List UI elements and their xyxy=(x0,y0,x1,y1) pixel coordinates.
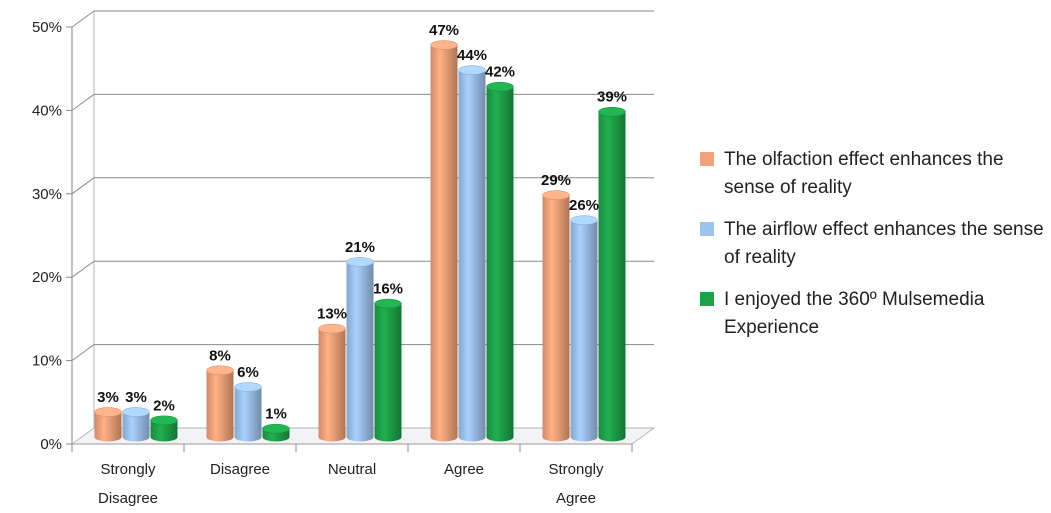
bar xyxy=(598,106,626,442)
x-category-label: Disagree xyxy=(210,461,270,478)
x-category-label: Disagree xyxy=(98,490,158,507)
bar-top xyxy=(598,106,626,117)
y-tick-label: 10% xyxy=(32,353,62,370)
bar-body xyxy=(542,195,570,442)
bar-top xyxy=(318,323,346,334)
bar-top xyxy=(234,382,262,392)
axis-layer: 0% 10% 20% 30% 40% 50% Strongly Disagree Disagre… xyxy=(32,19,633,507)
bar-top xyxy=(262,423,290,434)
data-label: 16% xyxy=(373,281,403,298)
x-category-label: Strongly xyxy=(100,461,156,478)
bar xyxy=(346,257,374,442)
bar-body xyxy=(346,261,374,442)
bar-top xyxy=(486,81,514,92)
gridline xyxy=(71,10,654,28)
bar-top xyxy=(122,407,150,417)
bar xyxy=(234,382,262,442)
bar-body xyxy=(94,411,122,442)
bar-body xyxy=(206,370,234,442)
legend-item-olfaction: The olfaction effect enhances the sense … xyxy=(700,146,1045,202)
legend-item-enjoyed: I enjoyed the 360º Mulsemedia Experience xyxy=(700,286,1045,342)
bar-chart: 0% 10% 20% 30% 40% 50% Strongly Disagree Disagre… xyxy=(32,10,656,507)
x-category-label: Agree xyxy=(444,461,484,478)
legend-label-enjoyed: I enjoyed the 360º Mulsemedia Experience xyxy=(724,289,985,338)
bar-body xyxy=(374,303,402,442)
data-label: 3% xyxy=(125,389,147,406)
legend-label-airflow: The airflow effect enhances the sense of… xyxy=(724,219,1044,268)
data-label: 21% xyxy=(345,239,375,256)
y-tick-label: 40% xyxy=(32,102,62,119)
bar xyxy=(318,323,346,442)
bar-body xyxy=(458,70,486,442)
x-category-label: Agree xyxy=(556,490,596,507)
data-label: 29% xyxy=(541,172,571,189)
bar-top xyxy=(150,415,178,426)
bar-top xyxy=(430,40,458,50)
gridline xyxy=(71,93,654,111)
legend-swatch-enjoyed xyxy=(700,292,714,306)
data-label: 42% xyxy=(485,64,515,81)
data-label: 8% xyxy=(209,347,231,364)
bar-body xyxy=(430,45,458,442)
bar-top xyxy=(570,215,598,225)
bar xyxy=(570,215,598,442)
bar-top xyxy=(94,407,122,417)
bar xyxy=(206,365,234,442)
y-tick-label: 0% xyxy=(40,436,62,453)
bar-top xyxy=(206,365,234,376)
bar-body xyxy=(122,411,150,442)
legend-item-airflow: The airflow effect enhances the sense of… xyxy=(700,216,1045,272)
data-label: 26% xyxy=(569,197,599,214)
bar-top xyxy=(542,190,570,200)
label-layer: 3% 3% 2% 8% 6% 1% 13% 21% 16% 47% 44%42% 29% 26% 39% xyxy=(97,22,627,423)
data-label: 1% xyxy=(265,406,287,423)
data-label: 47% xyxy=(429,22,459,39)
data-label: 39% xyxy=(597,89,627,106)
bar-top xyxy=(374,298,402,309)
bar xyxy=(458,65,486,442)
bar-body xyxy=(598,111,626,442)
bar-body xyxy=(570,220,598,442)
legend-swatch-airflow xyxy=(700,222,714,236)
data-label: 3% xyxy=(97,389,119,406)
bar xyxy=(94,407,122,442)
y-tick-label: 50% xyxy=(32,19,62,36)
x-category-label: Neutral xyxy=(328,461,376,478)
y-tick-label: 20% xyxy=(32,269,62,286)
y-tick-label: 30% xyxy=(32,186,62,203)
legend-swatch-olfaction xyxy=(700,152,714,166)
x-category-label: Strongly xyxy=(548,461,604,478)
data-label: 2% xyxy=(153,397,175,414)
bar-body xyxy=(486,86,514,442)
data-label: 13% xyxy=(317,306,347,323)
data-label: 6% xyxy=(237,364,259,381)
bar-body xyxy=(150,420,178,442)
bar-body xyxy=(318,328,346,442)
bar-top xyxy=(458,65,486,75)
legend-label-olfaction: The olfaction effect enhances the sense … xyxy=(724,149,1004,198)
bar xyxy=(430,40,458,442)
bar-layer xyxy=(94,40,626,442)
bar xyxy=(122,407,150,442)
bar-top xyxy=(346,257,374,267)
bar xyxy=(486,81,514,442)
bar xyxy=(542,190,570,442)
data-label: 44% xyxy=(457,47,487,64)
bar xyxy=(262,423,290,442)
bar xyxy=(150,415,178,442)
legend: The olfaction effect enhances the sense … xyxy=(700,146,1045,356)
bar xyxy=(374,298,402,442)
bar-body xyxy=(234,386,262,442)
